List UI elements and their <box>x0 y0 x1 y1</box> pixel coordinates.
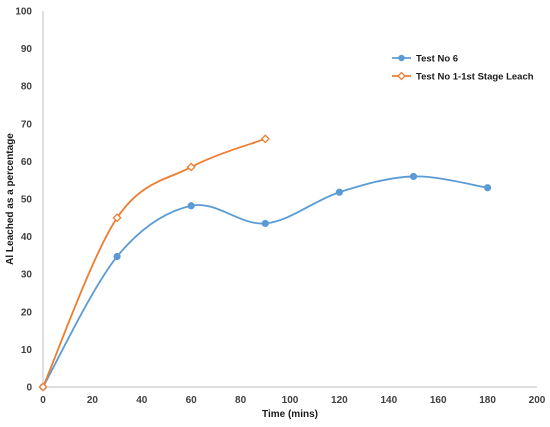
data-point-test-no-1-1st-stage-leach <box>260 134 270 144</box>
x-tick-label: 160 <box>430 395 447 406</box>
x-tick-label: 20 <box>87 395 99 406</box>
legend-item-test-no-6: Test No 6 <box>392 54 458 65</box>
y-tick-label: 60 <box>21 157 33 168</box>
series-layer <box>38 134 492 392</box>
y-tick-label: 90 <box>21 44 33 55</box>
y-tick-label: 80 <box>21 82 33 93</box>
x-tick-label: 100 <box>282 395 299 406</box>
y-tick-label: 20 <box>21 307 33 318</box>
x-axis-title: Time (mins) <box>262 409 318 420</box>
legend-marker-circle <box>398 54 405 62</box>
data-point-test-no-6 <box>483 184 492 192</box>
legend: Test No 6 Test No 1-1st Stage Leach <box>392 54 534 83</box>
x-tick-label: 120 <box>331 395 348 406</box>
y-tick-label: 100 <box>15 7 32 18</box>
y-tick-label: 10 <box>21 345 33 356</box>
y-axis-title: Al Leached as a percentage <box>5 133 16 265</box>
y-tick-label: 0 <box>26 383 32 394</box>
x-tick-label: 200 <box>529 395 546 406</box>
x-tick-label: 180 <box>479 395 496 406</box>
x-axis-ticks: 0 20 40 60 80 100 120 140 160 180 200 <box>40 395 546 406</box>
x-tick-label: 0 <box>40 395 46 406</box>
data-point-test-no-6 <box>113 252 121 261</box>
legend-label: Test No 1-1st Stage Leach <box>416 72 534 83</box>
data-point-test-no-6 <box>335 188 343 196</box>
y-tick-label: 30 <box>21 270 33 281</box>
series-line-test-no-1-1st-stage-leach <box>42 137 266 388</box>
legend-marker-diamond <box>397 71 406 81</box>
y-tick-label: 70 <box>21 119 33 130</box>
data-point-test-no-1-1st-stage-leach <box>112 213 122 223</box>
legend-label: Test No 6 <box>416 54 458 65</box>
data-point-test-no-1-1st-stage-leach <box>38 382 48 392</box>
data-point-test-no-1-1st-stage-leach <box>186 162 196 172</box>
y-tick-label: 40 <box>21 232 33 243</box>
x-tick-label: 80 <box>235 395 247 406</box>
data-point-test-no-6 <box>261 219 269 228</box>
x-tick-label: 40 <box>136 395 148 406</box>
x-tick-label: 140 <box>380 395 397 406</box>
data-point-test-no-6 <box>409 172 418 181</box>
y-tick-label: 50 <box>21 195 33 206</box>
x-tick-label: 60 <box>186 395 198 406</box>
y-axis-ticks: 0 10 20 30 40 50 60 70 80 90 100 <box>15 7 32 394</box>
data-point-test-no-6 <box>187 202 195 210</box>
legend-item-test-no-1-1st-stage-leach: Test No 1-1st Stage Leach <box>392 72 534 83</box>
